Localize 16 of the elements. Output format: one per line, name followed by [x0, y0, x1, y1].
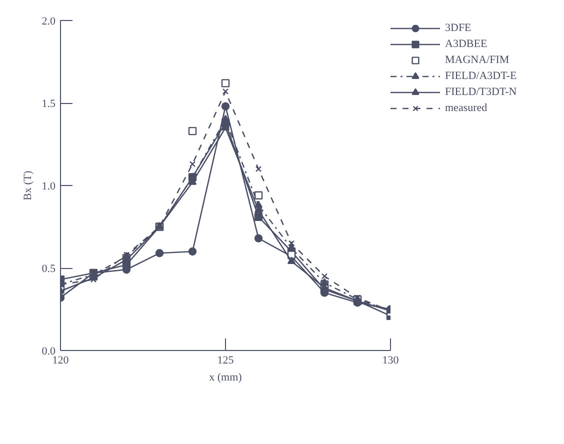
- x-axis-title: x (mm): [209, 372, 242, 384]
- y-tick-label: 0.5: [42, 263, 56, 275]
- legend-label: MAGNA/FIM: [445, 53, 510, 68]
- y-tick-label: 2.0: [42, 16, 56, 28]
- y-tick-label: 1.5: [42, 98, 56, 110]
- y-tick-label: 1.0: [42, 180, 56, 192]
- legend-label: 3DFE: [445, 21, 472, 36]
- y-tick-label: 0.0: [42, 346, 56, 358]
- legend-label: FIELD/T3DT-N: [445, 85, 517, 100]
- y-axis-title: Bx (T): [22, 170, 34, 200]
- legend-label: FIELD/A3DT-E: [445, 69, 517, 84]
- x-tick-label: 120: [52, 354, 70, 366]
- legend-label: measured: [445, 101, 488, 116]
- legend-label: A3DBEE: [445, 37, 488, 52]
- x-tick-label: 125: [217, 354, 234, 366]
- x-tick-label: 130: [382, 354, 400, 366]
